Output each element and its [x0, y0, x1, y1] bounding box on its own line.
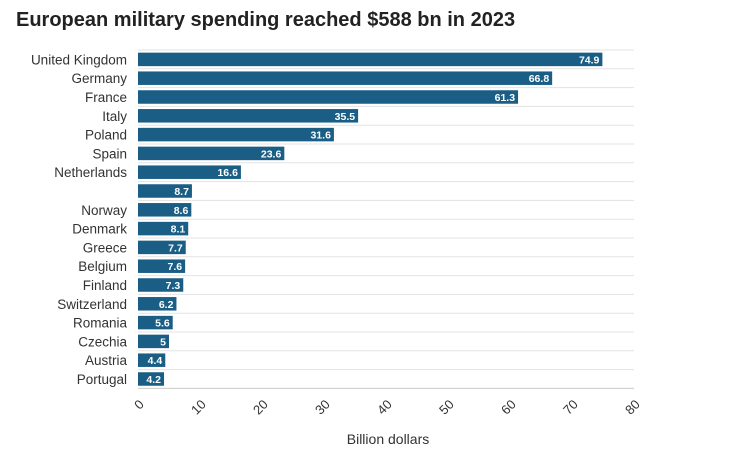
- category-label: Norway: [81, 203, 127, 218]
- category-label: Romania: [73, 316, 128, 331]
- x-tick-label: 20: [250, 397, 271, 418]
- category-label: Germany: [71, 71, 127, 86]
- bar: [138, 184, 192, 198]
- bar-value-label: 8.6: [174, 205, 189, 217]
- bar: [138, 109, 359, 123]
- bar-value-label: 74.9: [579, 54, 600, 66]
- category-label: United Kingdom: [31, 52, 127, 67]
- bar: [138, 165, 241, 179]
- category-label: Portugal: [77, 372, 127, 387]
- category-label: France: [85, 90, 127, 105]
- x-tick-label: 10: [188, 397, 209, 418]
- x-tick-label: 40: [374, 397, 395, 418]
- x-tick-label: 30: [312, 397, 333, 418]
- bar-value-label: 7.6: [168, 261, 183, 273]
- x-tick-label: 70: [560, 397, 581, 418]
- bar-value-label: 23.6: [261, 148, 282, 160]
- category-label: Poland: [85, 128, 127, 143]
- bar: [138, 315, 173, 330]
- bar-value-label: 6.2: [159, 299, 174, 311]
- bar: [138, 71, 553, 85]
- bar: [138, 146, 285, 161]
- x-tick-label: 60: [498, 397, 519, 418]
- bar: [138, 240, 186, 255]
- bar-value-label: 5.6: [155, 318, 170, 330]
- bar: [138, 334, 169, 349]
- bar: [138, 90, 519, 104]
- bar-value-label: 4.2: [146, 374, 161, 386]
- bar: [138, 52, 603, 67]
- bar-value-label: 35.5: [335, 111, 356, 123]
- category-label: Denmark: [72, 222, 127, 237]
- bar: [138, 297, 177, 311]
- bar: [138, 221, 189, 236]
- x-tick-label: 50: [436, 397, 457, 418]
- x-axis-label: Billion dollars: [347, 431, 429, 447]
- bar-value-label: 66.8: [529, 73, 550, 85]
- bar: [138, 259, 186, 273]
- chart-title: European military spending reached $588 …: [16, 9, 516, 31]
- category-label: Italy: [102, 109, 127, 124]
- category-label: Finland: [83, 278, 127, 293]
- bar-value-label: 7.3: [166, 280, 181, 292]
- bar-value-label: 16.6: [217, 167, 238, 179]
- bar-value-label: 8.1: [171, 224, 186, 236]
- category-label: Austria: [85, 353, 128, 368]
- x-tick-label: 80: [622, 397, 643, 418]
- category-label: Belgium: [78, 259, 127, 274]
- category-label: Greece: [83, 240, 127, 255]
- bar-value-label: 4.4: [148, 355, 163, 367]
- bar: [138, 278, 184, 292]
- bar: [138, 372, 165, 386]
- x-tick-label: 0: [131, 397, 147, 413]
- category-label: Netherlands: [54, 165, 127, 180]
- bar-value-label: 8.7: [174, 186, 189, 198]
- bar-value-label: 7.7: [168, 242, 183, 254]
- category-label: Czechia: [78, 334, 127, 349]
- bar: [138, 203, 192, 217]
- category-label: Switzerland: [57, 297, 127, 312]
- bar-value-label: 61.3: [495, 92, 516, 104]
- bar-value-label: 5: [160, 336, 166, 348]
- bar: [138, 127, 334, 142]
- bar-value-label: 31.6: [310, 130, 331, 142]
- category-label: Spain: [92, 146, 127, 161]
- bar: [138, 353, 166, 367]
